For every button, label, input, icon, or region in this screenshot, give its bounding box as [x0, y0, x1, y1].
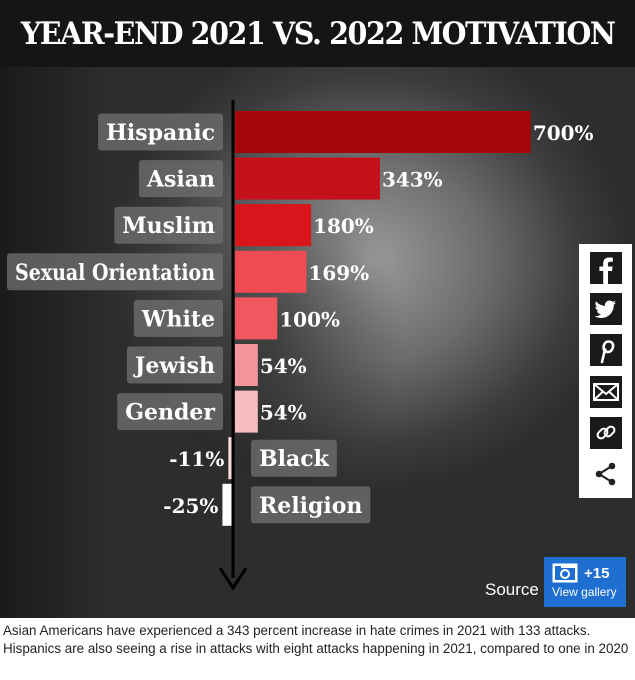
value-label-8: -25% — [163, 494, 218, 518]
category-label-7: Black — [259, 446, 330, 472]
gallery-label: View gallery — [552, 585, 617, 599]
category-label-3: Sexual Orientation — [15, 260, 215, 286]
bar-2 — [235, 204, 312, 247]
value-label-0: 700% — [533, 121, 594, 145]
chart-figure: YEAR-END 2021 VS. 2022 MOTIVATION Hispan… — [0, 0, 635, 618]
category-label-8: Religion — [259, 493, 362, 519]
category-label-6: Gender — [125, 400, 215, 426]
chart-title: YEAR-END 2021 VS. 2022 MOTIVATION — [20, 15, 616, 52]
more-share-button[interactable] — [586, 457, 626, 492]
bar-3 — [235, 250, 307, 293]
bar-6 — [235, 390, 258, 433]
category-label-box-6 — [117, 393, 223, 431]
category-label-box-4 — [133, 299, 223, 337]
category-label-box-7 — [251, 439, 337, 477]
category-label-4: White — [141, 306, 215, 332]
category-label-2: Muslim — [122, 213, 215, 239]
bar-8 — [222, 483, 233, 526]
bar-5 — [235, 344, 258, 386]
facebook-icon — [589, 251, 622, 284]
source-label: Source — [485, 580, 539, 599]
email-icon — [589, 375, 622, 408]
category-label-5: Jewish — [133, 353, 215, 379]
value-label-5: 54% — [260, 354, 307, 378]
link-share-button[interactable] — [586, 415, 626, 450]
value-label-7: -11% — [169, 447, 224, 471]
category-label-box-8 — [251, 486, 371, 524]
image-caption: Asian Americans have experienced a 343 p… — [3, 623, 629, 656]
email-share-button[interactable] — [586, 374, 626, 409]
category-label-box-3 — [7, 253, 223, 291]
pinterest-icon — [589, 334, 622, 367]
value-label-1: 343% — [382, 168, 443, 192]
category-label-1: Asian — [146, 167, 215, 193]
facebook-share-button[interactable] — [586, 250, 626, 285]
gallery-count: +15 — [584, 564, 610, 582]
pinterest-share-button[interactable] — [586, 333, 626, 368]
camera-icon — [552, 563, 578, 583]
value-label-6: 54% — [260, 401, 307, 425]
twitter-share-button[interactable] — [586, 291, 626, 326]
share-bar — [579, 244, 632, 498]
bar-chart: Hispanic 700% Asian 343% Muslim 180% Sexual Or… — [7, 100, 594, 591]
bar-1 — [235, 157, 380, 200]
category-label-box-0 — [98, 113, 223, 151]
twitter-icon — [589, 292, 622, 325]
category-label-0: Hispanic — [106, 120, 215, 146]
value-label-4: 100% — [279, 307, 340, 331]
axis-arrow-icon — [218, 567, 248, 591]
bar-0 — [235, 111, 531, 153]
value-label-2: 180% — [313, 214, 374, 238]
bar-4 — [235, 297, 278, 340]
category-label-box-1 — [138, 160, 223, 198]
view-gallery-button[interactable]: +15 View gallery — [544, 557, 626, 607]
link-icon — [589, 416, 622, 449]
value-label-3: 169% — [308, 261, 369, 285]
category-label-box-5 — [126, 346, 223, 384]
category-label-box-2 — [114, 206, 223, 244]
bar-7 — [228, 437, 233, 480]
chart-title-bar: YEAR-END 2021 VS. 2022 MOTIVATION — [0, 0, 635, 67]
share-icon — [595, 462, 615, 486]
